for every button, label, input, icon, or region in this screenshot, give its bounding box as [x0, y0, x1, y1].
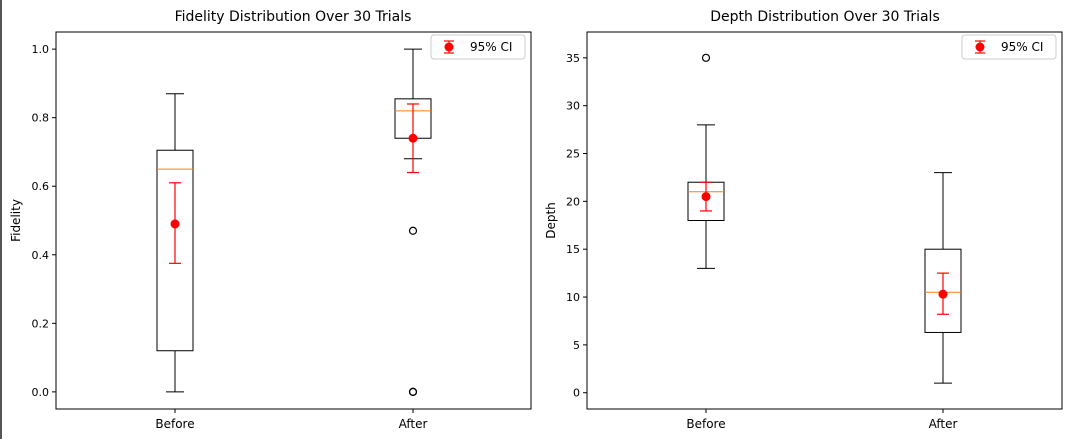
y-tick-label: 20	[566, 195, 580, 208]
ci-before	[700, 181, 712, 212]
y-tick-label: 30	[566, 100, 580, 113]
legend-ci-marker	[444, 40, 454, 54]
ci-after	[937, 272, 949, 315]
y-tick-label: 0	[573, 387, 580, 400]
ci-after	[407, 103, 419, 174]
y-tick-label: 0.8	[32, 112, 50, 125]
iqr-box	[156, 149, 194, 352]
y-tick-label: 0.2	[32, 317, 50, 330]
legend-ci-marker	[975, 40, 985, 54]
y-axis-label: Fidelity	[9, 199, 23, 242]
y-axis-label: Depth	[544, 202, 558, 239]
mean-point	[170, 219, 180, 229]
outlier-point	[701, 53, 711, 62]
box-after	[394, 48, 432, 396]
x-tick-label: Before	[155, 417, 194, 431]
legend-label: 95% CI	[1001, 40, 1043, 54]
box-after	[924, 172, 962, 384]
plot-area	[586, 31, 1063, 410]
fidelity-chart: Fidelity Distribution Over 30 Trials Fid…	[9, 9, 532, 431]
box-plots	[687, 53, 962, 384]
y-tick-label: 1.0	[32, 43, 50, 56]
chart-title: Fidelity Distribution Over 30 Trials	[175, 9, 412, 25]
legend-frame	[430, 34, 526, 60]
y-axis-ticks: 0 5 10 15 20 25 30 35	[566, 52, 587, 400]
x-tick-label: After	[399, 417, 428, 431]
window-edge	[0, 0, 2, 439]
legend-mean-point	[444, 42, 454, 52]
legend-frame	[961, 34, 1057, 60]
iqr-box	[924, 248, 962, 333]
box-plots	[156, 48, 432, 396]
mean-point	[408, 133, 418, 143]
plot-area	[55, 31, 532, 410]
depth-chart: Depth Distribution Over 30 Trials Depth …	[544, 9, 1063, 431]
chart-title: Depth Distribution Over 30 Trials	[710, 9, 940, 25]
y-tick-label: 5	[573, 339, 580, 352]
y-tick-label: 0.4	[32, 249, 50, 262]
legend-mean-point	[975, 42, 985, 52]
y-tick-label: 25	[566, 148, 580, 161]
y-tick-label: 0.6	[32, 180, 50, 193]
x-tick-label: After	[929, 417, 958, 431]
box-before	[156, 93, 194, 393]
legend: 95% CI	[430, 34, 526, 60]
outlier-point	[408, 387, 418, 396]
y-tick-label: 15	[566, 243, 580, 256]
legend: 95% CI	[961, 34, 1057, 60]
mean-point	[701, 192, 711, 202]
y-axis-ticks: 0.0 0.2 0.4 0.6 0.8 1.0	[32, 43, 56, 399]
y-tick-label: 35	[566, 52, 580, 65]
ci-before	[169, 182, 181, 264]
y-tick-label: 10	[566, 291, 580, 304]
box-before	[687, 53, 725, 269]
outlier-point	[408, 226, 418, 235]
x-axis-ticks: Before After	[155, 409, 427, 431]
x-axis-ticks: Before After	[686, 409, 957, 431]
y-tick-label: 0.0	[32, 386, 50, 399]
mean-point	[938, 289, 948, 299]
x-tick-label: Before	[686, 417, 725, 431]
legend-label: 95% CI	[470, 40, 512, 54]
